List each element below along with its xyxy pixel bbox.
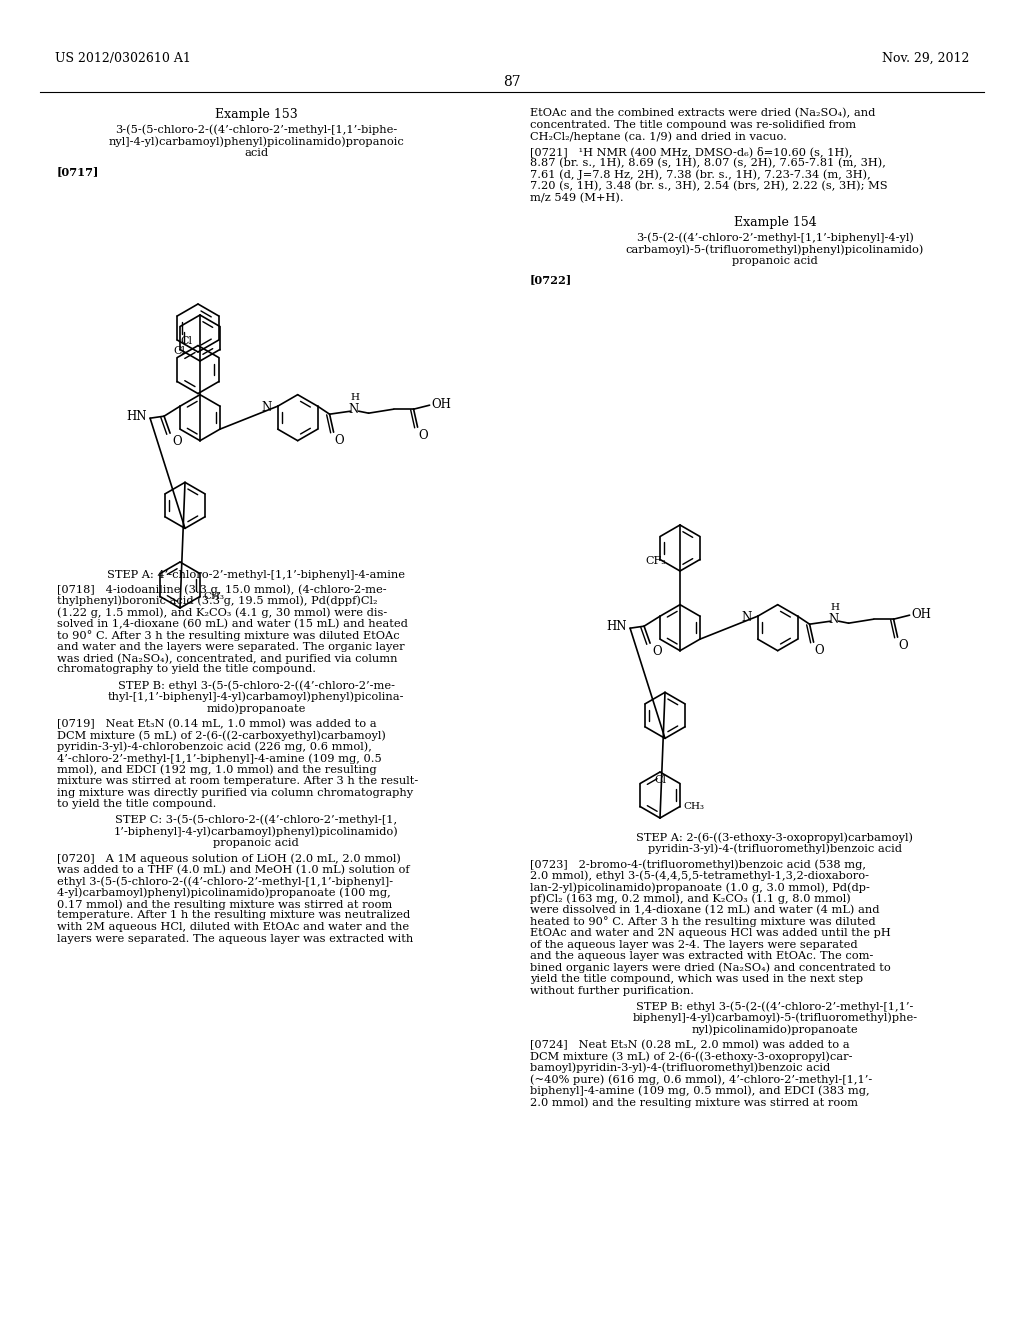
Text: 87: 87 xyxy=(503,75,521,88)
Text: 4-yl)carbamoyl)phenyl)picolinamido)propanoate (100 mg,: 4-yl)carbamoyl)phenyl)picolinamido)propa… xyxy=(57,887,391,898)
Text: temperature. After 1 h the resulting mixture was neutralized: temperature. After 1 h the resulting mix… xyxy=(57,911,411,920)
Text: Cl: Cl xyxy=(654,775,666,785)
Text: ing mixture was directly purified via column chromatography: ing mixture was directly purified via co… xyxy=(57,788,413,797)
Text: 0.17 mmol) and the resulting mixture was stirred at room: 0.17 mmol) and the resulting mixture was… xyxy=(57,899,392,909)
Text: thylphenyl)boronic acid (3.3 g, 19.5 mmol), Pd(dppf)Cl₂: thylphenyl)boronic acid (3.3 g, 19.5 mmo… xyxy=(57,595,378,606)
Text: O: O xyxy=(335,434,344,447)
Text: mmol), and EDCI (192 mg, 1.0 mmol) and the resulting: mmol), and EDCI (192 mg, 1.0 mmol) and t… xyxy=(57,764,377,775)
Text: [0717]: [0717] xyxy=(57,166,99,177)
Text: pf)Cl₂ (163 mg, 0.2 mmol), and K₂CO₃ (1.1 g, 8.0 mmol): pf)Cl₂ (163 mg, 0.2 mmol), and K₂CO₃ (1.… xyxy=(530,894,851,904)
Text: were dissolved in 1,4-dioxane (12 mL) and water (4 mL) and: were dissolved in 1,4-dioxane (12 mL) an… xyxy=(530,906,880,915)
Text: 2.0 mmol), ethyl 3-(5-(4,4,5,5-tetramethyl-1,3,2-dioxaboro-: 2.0 mmol), ethyl 3-(5-(4,4,5,5-tetrameth… xyxy=(530,870,869,880)
Text: bamoyl)pyridin-3-yl)-4-(trifluoromethyl)benzoic acid: bamoyl)pyridin-3-yl)-4-(trifluoromethyl)… xyxy=(530,1063,830,1073)
Text: 2.0 mmol) and the resulting mixture was stirred at room: 2.0 mmol) and the resulting mixture was … xyxy=(530,1097,858,1107)
Text: without further purification.: without further purification. xyxy=(530,986,694,995)
Text: Cl: Cl xyxy=(173,346,185,356)
Text: yield the title compound, which was used in the next step: yield the title compound, which was used… xyxy=(530,974,863,983)
Text: 3-(5-(2-((4’-chloro-2’-methyl-[1,1’-biphenyl]-4-yl): 3-(5-(2-((4’-chloro-2’-methyl-[1,1’-biph… xyxy=(636,232,914,243)
Text: was dried (Na₂SO₄), concentrated, and purified via column: was dried (Na₂SO₄), concentrated, and pu… xyxy=(57,653,397,664)
Text: OH: OH xyxy=(911,607,932,620)
Text: US 2012/0302610 A1: US 2012/0302610 A1 xyxy=(55,51,190,65)
Text: 8.87 (br. s., 1H), 8.69 (s, 1H), 8.07 (s, 2H), 7.65-7.81 (m, 3H),: 8.87 (br. s., 1H), 8.69 (s, 1H), 8.07 (s… xyxy=(530,158,886,169)
Text: H: H xyxy=(830,603,839,612)
Text: HN: HN xyxy=(606,619,627,632)
Text: O: O xyxy=(172,436,181,449)
Text: [0723]   2-bromo-4-(trifluoromethyl)benzoic acid (538 mg,: [0723] 2-bromo-4-(trifluoromethyl)benzoi… xyxy=(530,859,866,870)
Text: layers were separated. The aqueous layer was extracted with: layers were separated. The aqueous layer… xyxy=(57,933,414,944)
Text: with 2M aqueous HCl, diluted with EtOAc and water and the: with 2M aqueous HCl, diluted with EtOAc … xyxy=(57,921,410,932)
Text: carbamoyl)-5-(trifluoromethyl)phenyl)picolinamido): carbamoyl)-5-(trifluoromethyl)phenyl)pic… xyxy=(626,244,925,255)
Text: chromatography to yield the title compound.: chromatography to yield the title compou… xyxy=(57,664,316,675)
Text: propanoic acid: propanoic acid xyxy=(732,256,818,267)
Text: propanoic acid: propanoic acid xyxy=(213,837,299,847)
Text: [0722]: [0722] xyxy=(530,275,572,285)
Text: of the aqueous layer was 2-4. The layers were separated: of the aqueous layer was 2-4. The layers… xyxy=(530,940,858,949)
Text: EtOAc and water and 2N aqueous HCl was added until the pH: EtOAc and water and 2N aqueous HCl was a… xyxy=(530,928,891,939)
Text: O: O xyxy=(815,644,824,657)
Text: acid: acid xyxy=(244,148,268,158)
Text: STEP C: 3-(5-(5-chloro-2-((4’-chloro-2’-methyl-[1,: STEP C: 3-(5-(5-chloro-2-((4’-chloro-2’-… xyxy=(115,814,397,825)
Text: 7.20 (s, 1H), 3.48 (br. s., 3H), 2.54 (brs, 2H), 2.22 (s, 3H); MS: 7.20 (s, 1H), 3.48 (br. s., 3H), 2.54 (b… xyxy=(530,181,888,191)
Text: O: O xyxy=(899,639,908,652)
Text: nyl]-4-yl)carbamoyl)phenyl)picolinamido)propanoic: nyl]-4-yl)carbamoyl)phenyl)picolinamido)… xyxy=(109,136,403,147)
Text: O: O xyxy=(652,645,662,659)
Text: N: N xyxy=(348,403,358,416)
Text: was added to a THF (4.0 mL) and MeOH (1.0 mL) solution of: was added to a THF (4.0 mL) and MeOH (1.… xyxy=(57,865,410,875)
Text: EtOAc and the combined extracts were dried (Na₂SO₄), and: EtOAc and the combined extracts were dri… xyxy=(530,108,876,119)
Text: 4’-chloro-2’-methyl-[1,1’-biphenyl]-4-amine (109 mg, 0.5: 4’-chloro-2’-methyl-[1,1’-biphenyl]-4-am… xyxy=(57,752,382,763)
Text: OH: OH xyxy=(431,397,452,411)
Text: and the aqueous layer was extracted with EtOAc. The com-: and the aqueous layer was extracted with… xyxy=(530,950,873,961)
Text: biphenyl]-4-yl)carbamoyl)-5-(trifluoromethyl)phe-: biphenyl]-4-yl)carbamoyl)-5-(trifluorome… xyxy=(633,1012,918,1023)
Text: concentrated. The title compound was re-solidified from: concentrated. The title compound was re-… xyxy=(530,120,856,129)
Text: m/z 549 (M+H).: m/z 549 (M+H). xyxy=(530,193,624,203)
Text: to 90° C. After 3 h the resulting mixture was diluted EtOAc: to 90° C. After 3 h the resulting mixtur… xyxy=(57,630,399,642)
Text: [0724]   Neat Et₃N (0.28 mL, 2.0 mmol) was added to a: [0724] Neat Et₃N (0.28 mL, 2.0 mmol) was… xyxy=(530,1040,850,1049)
Text: 1’-biphenyl]-4-yl)carbamoyl)phenyl)picolinamido): 1’-biphenyl]-4-yl)carbamoyl)phenyl)picol… xyxy=(114,826,398,837)
Text: STEP A: 2-(6-((3-ethoxy-3-oxopropyl)carbamoyl): STEP A: 2-(6-((3-ethoxy-3-oxopropyl)carb… xyxy=(637,832,913,842)
Text: (~40% pure) (616 mg, 0.6 mmol), 4’-chloro-2’-methyl-[1,1’-: (~40% pure) (616 mg, 0.6 mmol), 4’-chlor… xyxy=(530,1074,872,1085)
Text: CH₃: CH₃ xyxy=(203,593,224,601)
Text: Nov. 29, 2012: Nov. 29, 2012 xyxy=(882,51,969,65)
Text: O: O xyxy=(419,429,428,442)
Text: thyl-[1,1’-biphenyl]-4-yl)carbamoyl)phenyl)picolina-: thyl-[1,1’-biphenyl]-4-yl)carbamoyl)phen… xyxy=(108,692,404,702)
Text: CH₂Cl₂/heptane (ca. 1/9) and dried in vacuo.: CH₂Cl₂/heptane (ca. 1/9) and dried in va… xyxy=(530,131,786,141)
Text: N: N xyxy=(261,401,271,413)
Text: mido)propanoate: mido)propanoate xyxy=(206,704,306,714)
Text: N: N xyxy=(828,612,839,626)
Text: Example 153: Example 153 xyxy=(215,108,297,121)
Text: nyl)picolinamido)propanoate: nyl)picolinamido)propanoate xyxy=(691,1024,858,1035)
Text: biphenyl]-4-amine (109 mg, 0.5 mmol), and EDCI (383 mg,: biphenyl]-4-amine (109 mg, 0.5 mmol), an… xyxy=(530,1085,869,1096)
Text: pyridin-3-yl)-4-chlorobenzoic acid (226 mg, 0.6 mmol),: pyridin-3-yl)-4-chlorobenzoic acid (226 … xyxy=(57,742,372,752)
Text: bined organic layers were dried (Na₂SO₄) and concentrated to: bined organic layers were dried (Na₂SO₄)… xyxy=(530,962,891,973)
Text: N: N xyxy=(741,611,752,623)
Text: STEP A: 4’-chloro-2’-methyl-[1,1’-biphenyl]-4-amine: STEP A: 4’-chloro-2’-methyl-[1,1’-biphen… xyxy=(106,570,406,579)
Text: CF₃: CF₃ xyxy=(646,556,667,566)
Text: and water and the layers were separated. The organic layer: and water and the layers were separated.… xyxy=(57,642,404,652)
Text: CH₃: CH₃ xyxy=(683,803,703,810)
Text: pyridin-3-yl)-4-(trifluoromethyl)benzoic acid: pyridin-3-yl)-4-(trifluoromethyl)benzoic… xyxy=(648,843,902,854)
Text: [0720]   A 1M aqueous solution of LiOH (2.0 mL, 2.0 mmol): [0720] A 1M aqueous solution of LiOH (2.… xyxy=(57,853,400,863)
Text: H: H xyxy=(350,393,359,403)
Text: [0719]   Neat Et₃N (0.14 mL, 1.0 mmol) was added to a: [0719] Neat Et₃N (0.14 mL, 1.0 mmol) was… xyxy=(57,718,377,729)
Text: [0721]   ¹H NMR (400 MHz, DMSO-d₆) δ=10.60 (s, 1H),: [0721] ¹H NMR (400 MHz, DMSO-d₆) δ=10.60… xyxy=(530,147,853,157)
Text: Cl: Cl xyxy=(180,335,193,346)
Text: to yield the title compound.: to yield the title compound. xyxy=(57,799,216,809)
Text: solved in 1,4-dioxane (60 mL) and water (15 mL) and heated: solved in 1,4-dioxane (60 mL) and water … xyxy=(57,619,408,628)
Text: STEP B: ethyl 3-(5-(5-chloro-2-((4’-chloro-2’-me-: STEP B: ethyl 3-(5-(5-chloro-2-((4’-chlo… xyxy=(118,680,394,690)
Text: DCM mixture (3 mL) of 2-(6-((3-ethoxy-3-oxopropyl)car-: DCM mixture (3 mL) of 2-(6-((3-ethoxy-3-… xyxy=(530,1051,853,1061)
Text: HN: HN xyxy=(126,409,146,422)
Text: (1.22 g, 1.5 mmol), and K₂CO₃ (4.1 g, 30 mmol) were dis-: (1.22 g, 1.5 mmol), and K₂CO₃ (4.1 g, 30… xyxy=(57,607,387,618)
Text: 3-(5-(5-chloro-2-((4’-chloro-2’-methyl-[1,1’-biphe-: 3-(5-(5-chloro-2-((4’-chloro-2’-methyl-[… xyxy=(115,124,397,135)
Text: [0718]   4-iodoaniline (3.3 g, 15.0 mmol), (4-chloro-2-me-: [0718] 4-iodoaniline (3.3 g, 15.0 mmol),… xyxy=(57,583,387,594)
Text: ethyl 3-(5-(5-chloro-2-((4’-chloro-2’-methyl-[1,1’-biphenyl]-: ethyl 3-(5-(5-chloro-2-((4’-chloro-2’-me… xyxy=(57,876,393,887)
Text: mixture was stirred at room temperature. After 3 h the result-: mixture was stirred at room temperature.… xyxy=(57,776,418,785)
Text: Example 154: Example 154 xyxy=(733,216,816,228)
Text: 7.61 (d, J=7.8 Hz, 2H), 7.38 (br. s., 1H), 7.23-7.34 (m, 3H),: 7.61 (d, J=7.8 Hz, 2H), 7.38 (br. s., 1H… xyxy=(530,169,870,180)
Text: lan-2-yl)picolinamido)propanoate (1.0 g, 3.0 mmol), Pd(dp-: lan-2-yl)picolinamido)propanoate (1.0 g,… xyxy=(530,882,869,892)
Text: DCM mixture (5 mL) of 2-(6-((2-carboxyethyl)carbamoyl): DCM mixture (5 mL) of 2-(6-((2-carboxyet… xyxy=(57,730,386,741)
Text: STEP B: ethyl 3-(5-(2-((4’-chloro-2’-methyl-[1,1’-: STEP B: ethyl 3-(5-(2-((4’-chloro-2’-met… xyxy=(636,1001,913,1011)
Text: heated to 90° C. After 3 h the resulting mixture was diluted: heated to 90° C. After 3 h the resulting… xyxy=(530,916,876,928)
